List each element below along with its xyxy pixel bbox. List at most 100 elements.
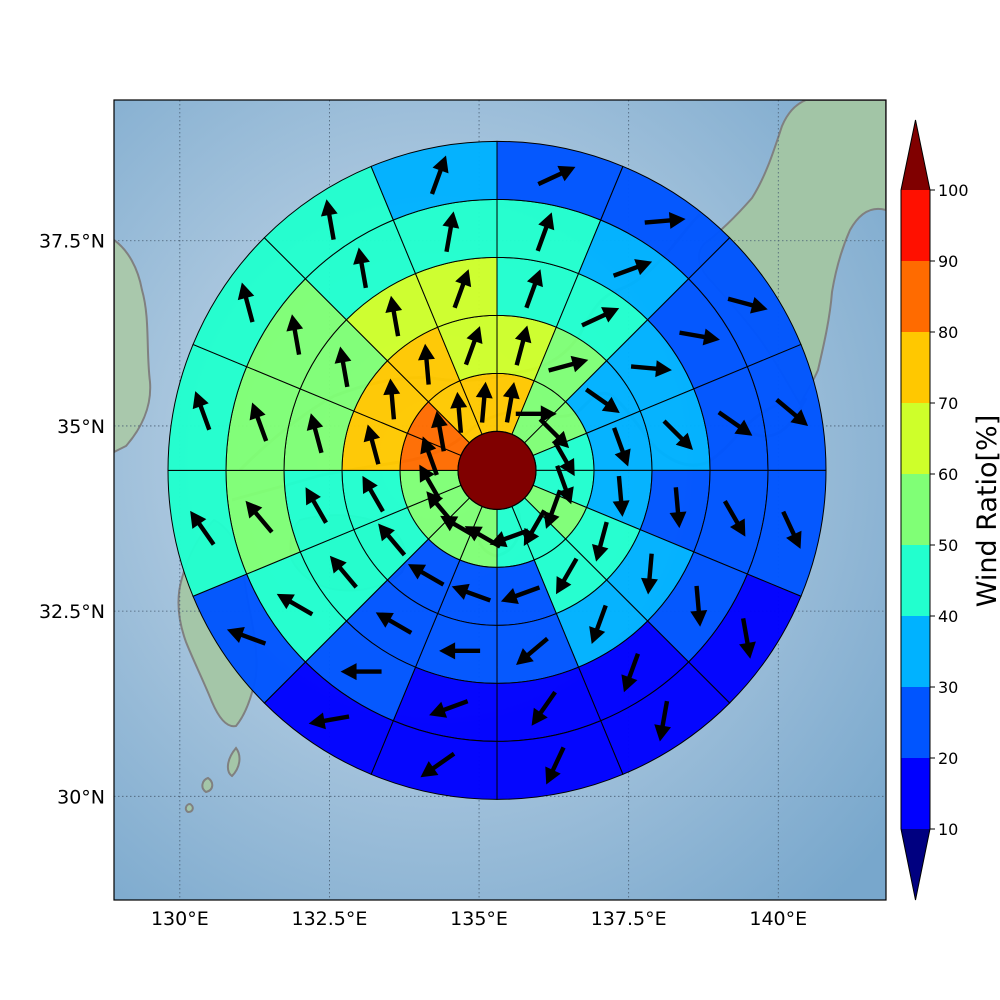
colorbar-bin-1 [901,687,930,758]
wind-arrow [192,391,212,431]
wind-arrow [630,360,672,378]
arrow-shape [329,555,358,589]
map-frame [113,99,887,901]
latitude-label: 35°N [57,416,105,438]
arrow-shape [717,410,753,436]
arrow-shape [190,510,216,546]
wind-arrow [537,165,576,187]
longitude-label: 135°E [450,908,508,930]
colorbar-bin-2 [901,616,930,687]
arrow-shape [305,487,328,524]
wind-arrow [329,555,358,589]
arrow-shape [420,436,439,476]
arrow-shape [555,465,574,505]
wind-arrow [475,381,493,423]
wind-arrow [727,296,768,314]
arrow-shape [739,617,756,659]
arrow-shape [523,509,547,546]
wind-arrow [442,211,460,253]
wind-arrow [431,410,448,452]
wind-arrow [362,475,385,513]
arrow-shape [249,402,269,442]
wind-arrow [523,509,547,546]
arrow-shape [669,487,687,529]
longitude-tick-labels: 130°E 132.5°E 135°E 137.5°E 140°E [151,908,807,930]
colorbar-tick-label: 20 [938,749,958,768]
wind-arrow [226,627,267,646]
arrow-shape [334,346,352,388]
colorbar-bin-5 [901,403,930,474]
arrow-shape [589,604,608,645]
arrow-shape [535,212,555,252]
wind-arrow [237,282,255,323]
wind-arrow [418,343,435,385]
arrow-shape [320,199,338,241]
colorbar-bin-4 [901,474,930,545]
wind-arrow [555,465,574,505]
arrow-shape [515,405,557,423]
map-area [114,100,886,900]
latitude-tick-labels: 30°N 32.5°N 35°N 37.5°N [39,231,105,809]
wind-arrow [722,500,746,537]
arrow-shape [226,627,267,646]
arrow-shape [475,381,493,423]
wind-arrow [690,585,708,627]
arrow-shape [192,391,212,431]
colorbar-tick-label: 100 [938,181,969,200]
arrow-shape [641,553,658,595]
wind-arrow [334,346,352,388]
latitude-label: 32.5°N [39,601,105,623]
arrow-shape [612,259,653,278]
arrow-shape [584,387,620,413]
wind-arrow [612,475,630,517]
wind-arrow [363,424,381,465]
arrow-shape [679,328,720,346]
wind-arrow [464,526,502,549]
wind-arrow [524,269,543,309]
wind-arrow [439,642,481,660]
colorbar-title: Wind Ratio[%] [972,415,1000,607]
arrow-shape [375,612,413,635]
arrow-shape [385,295,403,337]
wind-arrow [451,583,492,603]
arrow-shape [612,427,631,467]
arrow-shape [630,360,672,378]
arrow-shape [727,296,768,314]
arrow-shape [353,247,370,289]
colorbar-tick-label: 70 [938,394,958,413]
colorbar-bin-3 [901,545,930,616]
arrow-shape [276,593,314,617]
arrow-shape [418,343,435,385]
wind-arrow [305,487,328,524]
arrow-shape [524,269,543,309]
arrow-shape [621,652,641,693]
longitude-label: 132.5°E [291,908,367,930]
arrow-shape [450,391,468,433]
arrow-shape [362,475,385,513]
wind-arrow [407,564,445,587]
sector-r4-s15 [370,140,498,221]
arrow-shape [426,491,455,525]
arrow-shape [442,211,460,253]
wind-arrow [489,528,529,548]
wind-arrow [419,464,442,502]
wind-arrow [426,491,455,525]
wind-arrow [584,387,620,413]
longitude-label: 137.5°E [591,908,667,930]
wind-arrow [463,326,483,366]
wind-arrow [340,663,382,681]
colorbar-bin-0 [901,758,930,829]
arrow-shape [545,746,566,785]
arrow-shape [407,564,445,587]
longitude-label: 140°E [749,908,807,930]
arrow-shape [429,699,469,718]
colorbar-tick-label: 60 [938,465,958,484]
arrow-shape [420,751,456,778]
wind-arrow [717,410,753,436]
wind-arrow [739,617,756,659]
arrow-shape [245,500,274,534]
wind-arrow [190,510,216,546]
arrow-shape [489,528,529,548]
colorbar-tick-label: 40 [938,607,958,626]
